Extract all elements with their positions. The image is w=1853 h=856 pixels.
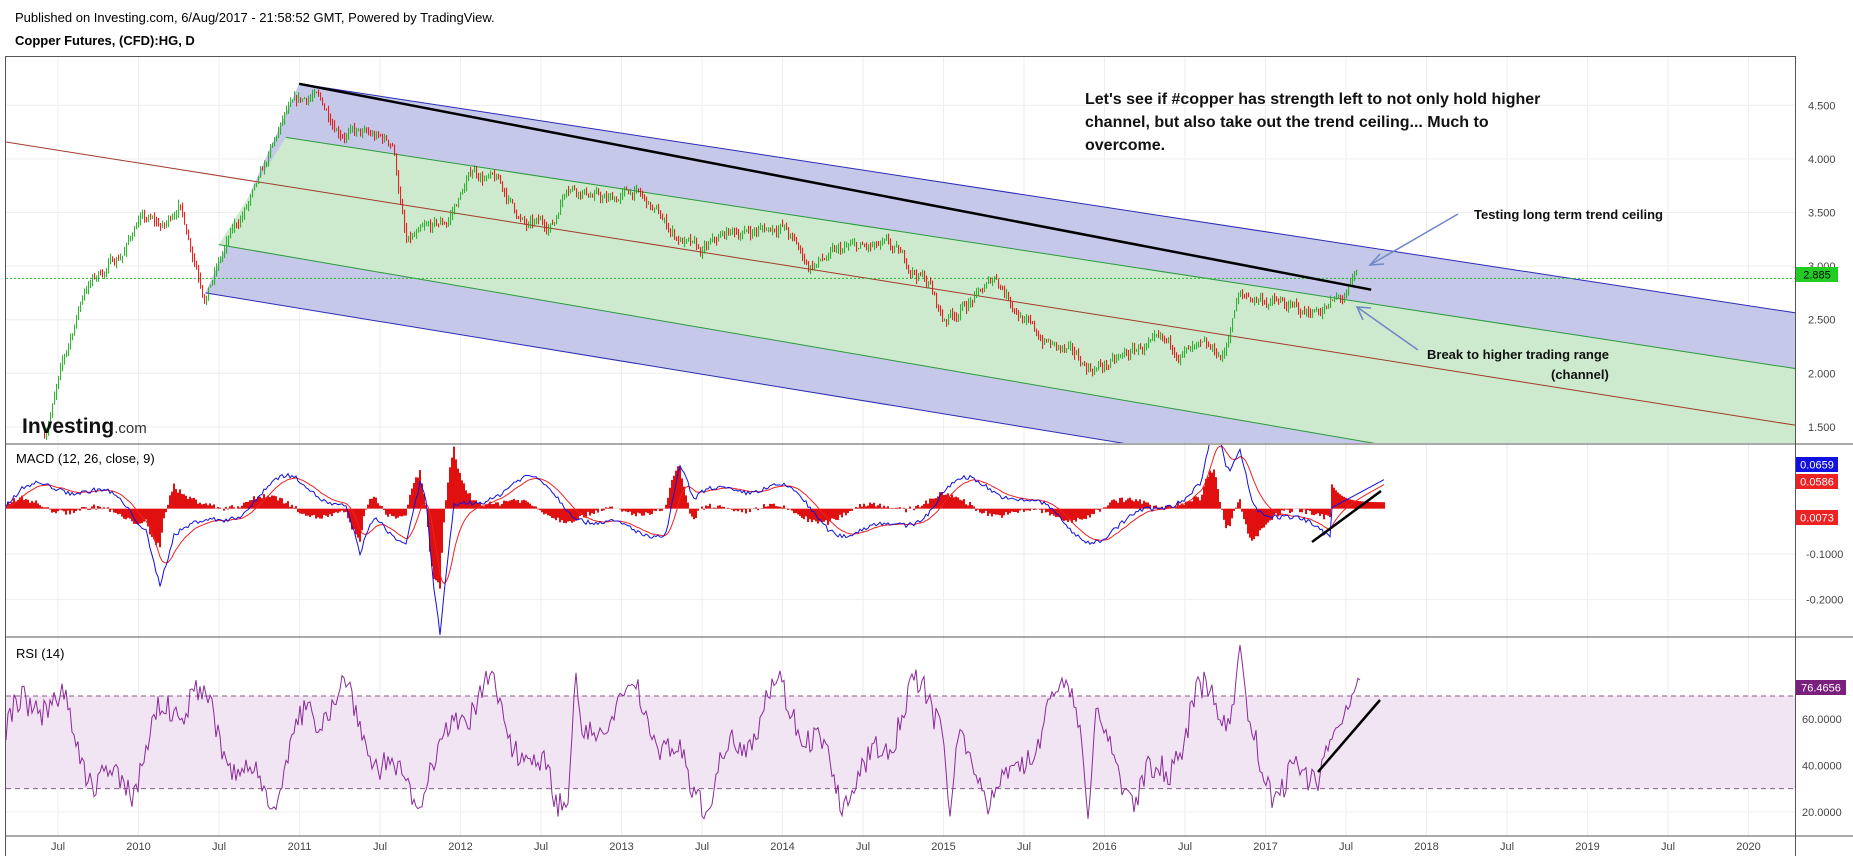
time-tick-label: Jul xyxy=(534,841,548,853)
trend-ceiling-line xyxy=(298,82,1372,291)
time-tick-label: Jul xyxy=(695,841,709,853)
rsi-value: 76.4656 xyxy=(1801,683,1841,695)
time-tick-label: 2017 xyxy=(1253,841,1277,853)
rsi-badge xyxy=(1796,680,1846,695)
outer-channel-top-line xyxy=(299,83,1795,314)
macd-title: MACD (12, 26, close, 9) xyxy=(16,451,155,466)
macd-badge xyxy=(1796,457,1838,472)
time-tick-label: 2011 xyxy=(288,841,312,853)
time-tick-label: Jul xyxy=(1500,841,1514,853)
signal-badge xyxy=(1796,474,1838,489)
price-tick-label: 2.000 xyxy=(1808,368,1836,380)
last-price-label: 2.885 xyxy=(1803,270,1831,282)
break-note: Break to higher trading range xyxy=(1427,347,1609,362)
time-tick-label: 2019 xyxy=(1575,841,1599,853)
macd-tick-label: -0.2000 xyxy=(1806,595,1843,607)
time-axis: Jul 2010 Jul 2011 Jul 2012 Jul 2013 Jul 2014 Jul 20… xyxy=(51,841,1761,853)
rsi-title: RSI (14) xyxy=(16,646,64,661)
macd-value: 0.0659 xyxy=(1800,460,1834,472)
time-tick-label: 2018 xyxy=(1414,841,1438,853)
macd-line xyxy=(6,445,1385,636)
signal-value: 0.0586 xyxy=(1800,477,1834,489)
price-tick-label: 2.500 xyxy=(1808,315,1836,327)
time-tick-label: 2014 xyxy=(770,841,794,853)
rsi-tick-label: 20.0000 xyxy=(1802,807,1842,819)
rsi-tick-label: 60.0000 xyxy=(1802,714,1842,726)
time-tick-label: 2015 xyxy=(931,841,955,853)
ceiling-note: Testing long term trend ceiling xyxy=(1474,207,1663,222)
time-tick-label: 2012 xyxy=(448,841,472,853)
time-tick-label: Jul xyxy=(373,841,387,853)
rsi-line xyxy=(6,644,1361,820)
time-tick-label: Jul xyxy=(1661,841,1675,853)
main-comment: Let's see if #copper has strength left t… xyxy=(1085,91,1540,154)
macd-histogram xyxy=(6,446,1385,589)
rsi-tick-label: 40.0000 xyxy=(1802,760,1842,772)
rsi-trendline xyxy=(1317,699,1381,773)
time-tick-label: Jul xyxy=(1178,841,1192,853)
time-tick-label: Jul xyxy=(212,841,226,853)
comment-line-3: overcome. xyxy=(1085,137,1165,154)
inner-channel-top-line xyxy=(285,136,1795,370)
macd-panel xyxy=(6,445,1385,636)
break-note-sub: (channel) xyxy=(1551,367,1609,382)
channel-median-line xyxy=(6,141,1795,426)
rsi-band xyxy=(6,695,1795,789)
time-tick-label: Jul xyxy=(1017,841,1031,853)
outer-channel-bottom-line xyxy=(205,292,1125,443)
price-candles xyxy=(44,88,1358,440)
time-tick-label: 2013 xyxy=(609,841,633,853)
time-tick-label: Jul xyxy=(856,841,870,853)
price-tick-label: 4.500 xyxy=(1808,100,1836,112)
break-arrow xyxy=(1355,306,1419,351)
rsi-axis: 60.0000 40.0000 20.0000 xyxy=(1802,714,1842,819)
ceiling-arrow xyxy=(1368,213,1459,266)
histogram-value: 0.0073 xyxy=(1800,513,1834,525)
price-tick-label: 3.500 xyxy=(1808,207,1836,219)
macd-trendline xyxy=(1311,489,1382,544)
time-tick-label: 2010 xyxy=(126,841,150,853)
macd-tick-label: -0.1000 xyxy=(1806,549,1843,561)
rsi-panel xyxy=(6,644,1795,820)
inner-channel-bottom-line xyxy=(218,244,1376,443)
comment-line-1: Let's see if #copper has strength left t… xyxy=(1085,91,1540,108)
symbol-title: Copper Futures, (CFD):HG, D xyxy=(15,33,195,48)
published-line: Published on Investing.com, 6/Aug/2017 -… xyxy=(15,10,495,25)
time-tick-label: 2020 xyxy=(1736,841,1760,853)
chart-frame xyxy=(5,56,1796,856)
histogram-badge xyxy=(1796,510,1838,525)
last-price-badge xyxy=(1796,267,1838,282)
price-panel xyxy=(6,82,1795,443)
macd-axis: -0.1000 -0.2000 xyxy=(1806,549,1843,606)
time-tick-label: Jul xyxy=(51,841,65,853)
price-tick-label: 1.500 xyxy=(1808,422,1836,434)
price-tick-label: 4.000 xyxy=(1808,154,1836,166)
investing-logo: Investing.com xyxy=(22,415,147,438)
time-tick-label: 2016 xyxy=(1092,841,1116,853)
comment-line-2: channel, but also take out the trend cei… xyxy=(1085,114,1489,131)
time-tick-label: Jul xyxy=(1339,841,1353,853)
